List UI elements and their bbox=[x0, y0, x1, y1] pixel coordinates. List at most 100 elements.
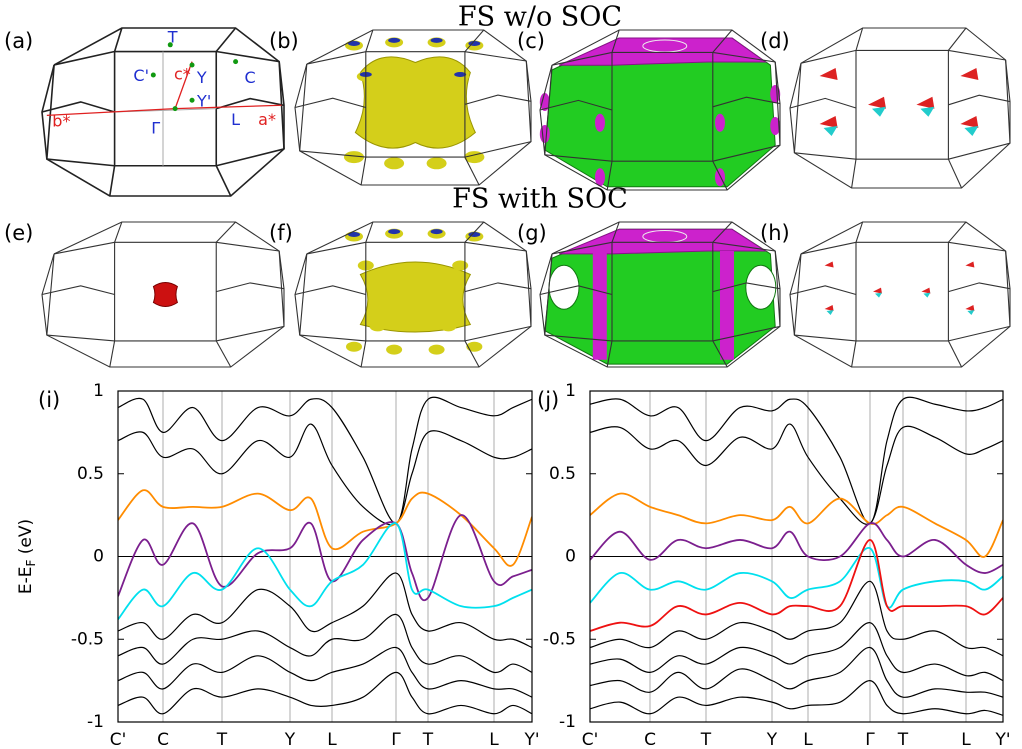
bz-edge bbox=[464, 29, 485, 53]
fermi-surface bbox=[920, 106, 935, 117]
bz-edge bbox=[947, 158, 963, 189]
x-tick-label: T bbox=[700, 730, 712, 749]
fermi-surface bbox=[923, 292, 931, 298]
fermi-surface bbox=[466, 341, 483, 352]
y-tick-label: -1 bbox=[559, 712, 576, 732]
fermi-surface bbox=[388, 229, 401, 235]
bz-edge bbox=[611, 29, 620, 53]
x-tick-label: L bbox=[803, 730, 813, 749]
bz-label: Y bbox=[196, 68, 207, 87]
bz-edge bbox=[948, 49, 1006, 61]
panel-label: (c) bbox=[517, 29, 545, 53]
bz-edge bbox=[53, 50, 115, 66]
bz-edge bbox=[539, 99, 613, 111]
fermi-surface bbox=[346, 341, 362, 352]
band bbox=[590, 423, 1003, 525]
band bbox=[118, 572, 532, 649]
y-tick-label: -0.5 bbox=[71, 629, 104, 649]
bz-edge bbox=[851, 340, 857, 368]
bz-edge bbox=[215, 27, 237, 53]
band bbox=[118, 514, 532, 601]
brillouin-zone bbox=[41, 27, 285, 197]
bz-edge bbox=[464, 156, 480, 186]
fermi-surface bbox=[452, 260, 469, 271]
bz-edge bbox=[464, 94, 532, 105]
y-tick-label: 0 bbox=[93, 547, 104, 567]
fermi-surface bbox=[384, 157, 405, 170]
bz-edge bbox=[306, 241, 366, 255]
y-axis-label-part: E-E bbox=[16, 567, 36, 595]
fermi-surface bbox=[426, 157, 447, 170]
y-tick-label: 0 bbox=[565, 547, 576, 567]
x-tick-label: Y' bbox=[523, 730, 539, 749]
bz-label: C bbox=[245, 68, 256, 87]
y-axis-label: E-EF (eV) bbox=[16, 519, 38, 594]
k-point bbox=[233, 59, 239, 65]
fermi-surface bbox=[770, 117, 781, 135]
x-tick-label: C' bbox=[110, 730, 127, 749]
band bbox=[590, 539, 1003, 632]
fermi-surface bbox=[745, 264, 777, 310]
fermi-surface bbox=[559, 228, 768, 255]
panel-label: (h) bbox=[760, 221, 790, 245]
bz-edge bbox=[216, 97, 285, 110]
fermi-surface bbox=[454, 72, 467, 77]
band bbox=[590, 680, 1003, 716]
bz-edge bbox=[46, 334, 115, 342]
fermi-surface bbox=[824, 261, 834, 268]
fermi-surface bbox=[823, 126, 838, 136]
bz-edge bbox=[712, 144, 781, 162]
title: FS w/o SOC bbox=[458, 2, 622, 33]
bz-edge bbox=[464, 340, 480, 368]
bz-edge bbox=[53, 241, 115, 255]
bz-edge bbox=[216, 282, 285, 293]
panel-label: (j) bbox=[537, 388, 559, 412]
fermi-surface bbox=[872, 106, 886, 117]
bz-edge bbox=[851, 159, 857, 189]
band bbox=[118, 396, 532, 524]
y-tick-label: 0.5 bbox=[549, 464, 576, 484]
x-tick-label: Γ bbox=[391, 730, 401, 749]
fermi-surface bbox=[967, 310, 975, 315]
k-point bbox=[150, 72, 156, 78]
brillouin-zone bbox=[294, 29, 532, 186]
bz-edge bbox=[360, 340, 367, 368]
bz-edge bbox=[606, 161, 613, 191]
band bbox=[118, 646, 532, 698]
panel-label: (i) bbox=[38, 388, 60, 412]
bz-edge bbox=[793, 27, 1011, 189]
fermi-surface bbox=[348, 232, 360, 237]
x-tick-label: C' bbox=[582, 730, 599, 749]
fermi-surface bbox=[916, 96, 935, 109]
panel-label: (f) bbox=[269, 221, 293, 245]
fermi-surface bbox=[960, 116, 979, 128]
fermi-surface bbox=[369, 321, 386, 332]
panel-label: (b) bbox=[269, 29, 299, 53]
plot-frame bbox=[589, 390, 1004, 723]
bz-edge bbox=[464, 141, 532, 158]
bz-edge bbox=[947, 340, 963, 368]
fermi-surface bbox=[715, 113, 725, 132]
fermi-surface bbox=[152, 282, 179, 307]
bz-edge bbox=[215, 340, 232, 368]
band bbox=[590, 522, 1003, 574]
fermi-surface bbox=[595, 113, 605, 132]
x-tick-label: T bbox=[216, 730, 228, 749]
bz-edge bbox=[464, 282, 532, 293]
bz-label: a* bbox=[258, 110, 276, 129]
bz-edge bbox=[41, 285, 115, 296]
bz-edge bbox=[46, 158, 115, 167]
bz-edge bbox=[299, 150, 366, 158]
bz-edge bbox=[360, 157, 367, 186]
band bbox=[590, 646, 1003, 698]
fermi-surface bbox=[428, 344, 445, 355]
bz-edge bbox=[215, 165, 232, 197]
x-tick-label: C bbox=[157, 730, 169, 749]
bz-edge bbox=[365, 221, 374, 243]
fermi-surface bbox=[440, 321, 457, 332]
plot-area bbox=[118, 396, 532, 715]
bz-edge bbox=[109, 340, 116, 368]
plot-area bbox=[590, 396, 1003, 716]
x-tick-label: L bbox=[489, 730, 499, 749]
